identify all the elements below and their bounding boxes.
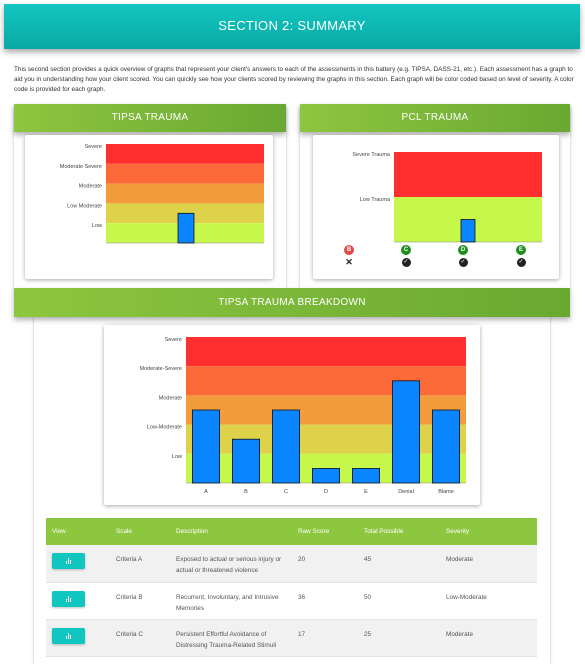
x-tick-label: B bbox=[244, 489, 248, 495]
severity-label: Severe bbox=[85, 144, 102, 150]
cross-icon: ✕ bbox=[345, 257, 353, 267]
criteria-indicator: D ✓ bbox=[456, 245, 470, 267]
data-bar bbox=[231, 438, 260, 484]
tipsa-breakdown-title: TIPSA TRAUMA BREAKDOWN bbox=[218, 297, 366, 308]
tipsa-breakdown-chart: Severe Moderate-Severe Moderate Low-Moderat… bbox=[140, 337, 466, 495]
severity-band bbox=[106, 163, 264, 184]
intro-text: This second section provides a quick ove… bbox=[14, 66, 574, 93]
tipsa-trauma-title-bar: TIPSA TRAUMA bbox=[14, 104, 286, 132]
criteria-indicator: E ✓ bbox=[514, 245, 528, 267]
severity-band bbox=[106, 183, 264, 204]
bar-chart-icon bbox=[66, 558, 72, 564]
tipsa-trauma-chart: Severe Moderate Severe Moderate Low Moderat… bbox=[60, 144, 264, 244]
severity-label: Moderate bbox=[159, 395, 182, 401]
severity-band bbox=[186, 337, 466, 367]
severity-label: Low bbox=[92, 223, 102, 229]
pcl-trauma-title-bar: PCL TRAUMA bbox=[300, 104, 570, 132]
row-description: Persistent Effortful Avoidance of Distre… bbox=[176, 630, 277, 649]
check-icon: ✓ bbox=[516, 258, 526, 267]
data-bar bbox=[431, 409, 460, 484]
col-scale: Scale bbox=[116, 528, 132, 535]
bar-chart-icon bbox=[66, 595, 72, 602]
row-total-possible: 25 bbox=[364, 630, 372, 638]
row-description: Recurrent, Involuntary, and Intrusive Me… bbox=[176, 593, 279, 612]
tipsa-breakdown-title-bar: TIPSA TRAUMA BREAKDOWN bbox=[14, 288, 570, 317]
severity-label: Moderate Severe bbox=[60, 164, 102, 170]
table-row: Criteria B Recurrent, Involuntary, and I… bbox=[46, 582, 537, 619]
data-bar bbox=[460, 219, 476, 243]
x-tick-label: A bbox=[204, 489, 208, 495]
col-description: Description bbox=[176, 528, 208, 535]
view-chart-button[interactable] bbox=[52, 553, 85, 569]
data-bar bbox=[271, 409, 300, 484]
table-row: Criteria C Persistent Effortful Avoidanc… bbox=[46, 619, 537, 656]
row-scale: Criteria A bbox=[116, 556, 143, 563]
severity-band bbox=[186, 424, 466, 454]
pcl-trauma-title: PCL TRAUMA bbox=[401, 112, 469, 123]
data-bar bbox=[351, 467, 380, 484]
view-chart-button[interactable] bbox=[52, 590, 85, 607]
severity-band bbox=[106, 144, 264, 164]
col-raw-score: Raw Score bbox=[298, 528, 330, 535]
bar-chart-icon bbox=[66, 632, 72, 639]
row-severity: Moderate bbox=[446, 556, 473, 563]
row-total-possible: 50 bbox=[364, 593, 372, 601]
data-bar bbox=[311, 467, 340, 484]
severity-band bbox=[186, 395, 466, 425]
check-icon: ✓ bbox=[401, 258, 411, 267]
criteria-indicator: C ✓ bbox=[399, 245, 413, 267]
row-total-possible: 45 bbox=[364, 556, 372, 563]
pcl-trauma-chart: Severe Trauma Low Trauma bbox=[352, 152, 542, 243]
view-chart-button[interactable] bbox=[52, 627, 85, 644]
criteria-indicator: B ✕ bbox=[342, 245, 356, 267]
severity-label: Moderate bbox=[79, 184, 102, 190]
severity-label: Low Trauma bbox=[360, 197, 391, 203]
section-header: SECTION 2: SUMMARY bbox=[4, 4, 580, 49]
severity-band bbox=[394, 152, 542, 197]
row-raw-score: 20 bbox=[298, 556, 306, 563]
data-bar bbox=[391, 380, 420, 484]
x-tick-label: Denial bbox=[398, 489, 414, 495]
criteria-badge: E bbox=[516, 245, 526, 255]
x-tick-label: Blame bbox=[438, 489, 454, 495]
col-severity: Severity bbox=[446, 528, 470, 535]
x-tick-label: C bbox=[284, 489, 288, 495]
criteria-badge: C bbox=[401, 245, 411, 255]
row-scale: Criteria C bbox=[116, 630, 143, 638]
data-bar bbox=[177, 212, 195, 244]
severity-label: Moderate-Severe bbox=[140, 366, 183, 372]
severity-band bbox=[186, 366, 466, 396]
col-total-possible: Total Possible bbox=[364, 528, 404, 535]
data-bar bbox=[192, 409, 221, 484]
score-table-header: View Scale Description Raw Score Total P… bbox=[46, 518, 537, 545]
row-raw-score: 36 bbox=[298, 593, 306, 601]
criteria-badge: B bbox=[344, 245, 354, 255]
row-scale: Criteria B bbox=[116, 593, 143, 601]
row-raw-score: 17 bbox=[298, 630, 306, 638]
severity-label: Severe Trauma bbox=[352, 152, 391, 158]
severity-label: Low bbox=[172, 454, 182, 460]
severity-label: Severe bbox=[165, 337, 182, 343]
check-icon: ✓ bbox=[458, 258, 468, 267]
row-severity: Moderate bbox=[446, 630, 473, 638]
tipsa-trauma-chart-card: Severe Moderate Severe Moderate Low Moderat… bbox=[25, 135, 273, 279]
section-title: SECTION 2: SUMMARY bbox=[218, 18, 366, 33]
tipsa-trauma-title: TIPSA TRAUMA bbox=[111, 112, 189, 123]
pcl-trauma-chart-card: Severe Trauma Low Trauma bbox=[313, 135, 559, 279]
x-tick-label: E bbox=[364, 489, 368, 495]
score-table: View Scale Description Raw Score Total P… bbox=[46, 518, 537, 657]
row-description: Exposed to actual or serious injury or a… bbox=[176, 556, 282, 574]
x-tick-label: D bbox=[324, 489, 328, 495]
row-severity: Low-Moderate bbox=[446, 593, 487, 601]
tipsa-breakdown-chart-card: Severe Moderate-Severe Moderate Low-Moderat… bbox=[104, 325, 480, 505]
table-row: Criteria A Exposed to actual or serious … bbox=[46, 545, 537, 582]
severity-label: Low-Moderate bbox=[147, 425, 182, 431]
col-view: View bbox=[52, 528, 66, 535]
criteria-badge: D bbox=[458, 245, 468, 255]
severity-label: Low Moderate bbox=[67, 203, 102, 209]
